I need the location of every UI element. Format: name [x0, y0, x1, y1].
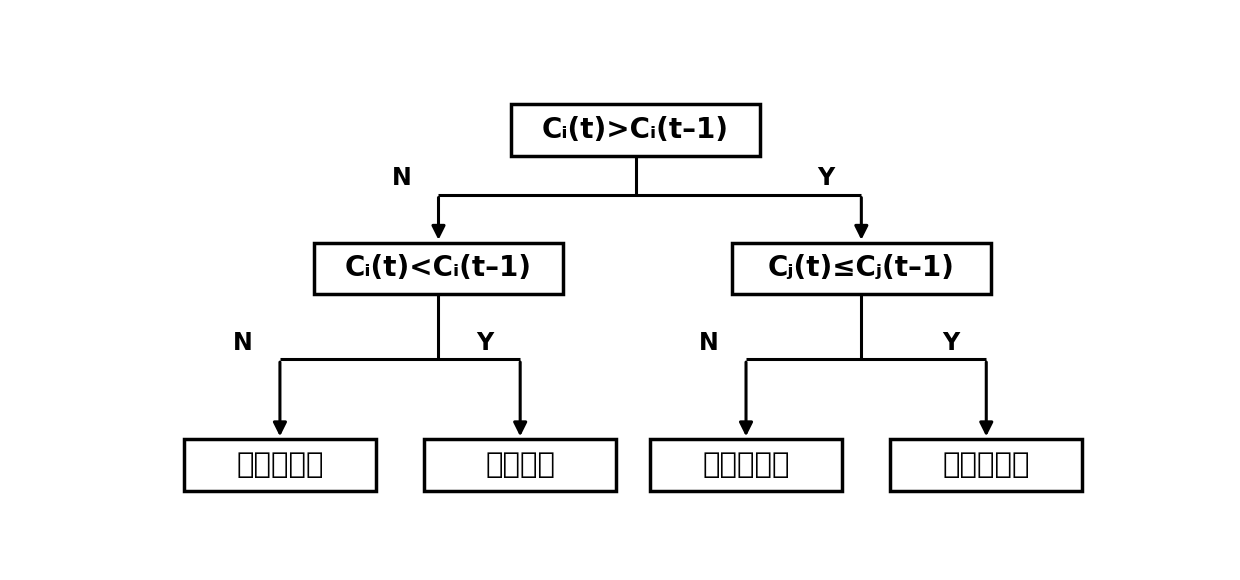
FancyBboxPatch shape: [732, 242, 991, 294]
Text: Y: Y: [476, 331, 494, 355]
FancyBboxPatch shape: [650, 439, 842, 491]
FancyBboxPatch shape: [890, 439, 1083, 491]
Text: 拥堵度不变: 拥堵度不变: [236, 451, 324, 479]
Text: 拥堵消散: 拥堵消散: [485, 451, 556, 479]
Text: Y: Y: [817, 166, 835, 190]
Text: 继发性拥堵: 继发性拥堵: [702, 451, 790, 479]
Text: N: N: [392, 166, 412, 190]
Text: N: N: [699, 331, 719, 355]
FancyBboxPatch shape: [184, 439, 376, 491]
Text: N: N: [233, 331, 253, 355]
Text: Cⱼ(t)≤Cⱼ(t–1): Cⱼ(t)≤Cⱼ(t–1): [768, 255, 955, 282]
Text: Cᵢ(t)>Cᵢ(t–1): Cᵢ(t)>Cᵢ(t–1): [542, 116, 729, 144]
FancyBboxPatch shape: [511, 104, 760, 155]
FancyBboxPatch shape: [314, 242, 563, 294]
Text: 原发性拥堵: 原发性拥堵: [942, 451, 1030, 479]
Text: Y: Y: [942, 331, 960, 355]
Text: Cᵢ(t)<Cᵢ(t–1): Cᵢ(t)<Cᵢ(t–1): [345, 255, 532, 282]
FancyBboxPatch shape: [424, 439, 616, 491]
